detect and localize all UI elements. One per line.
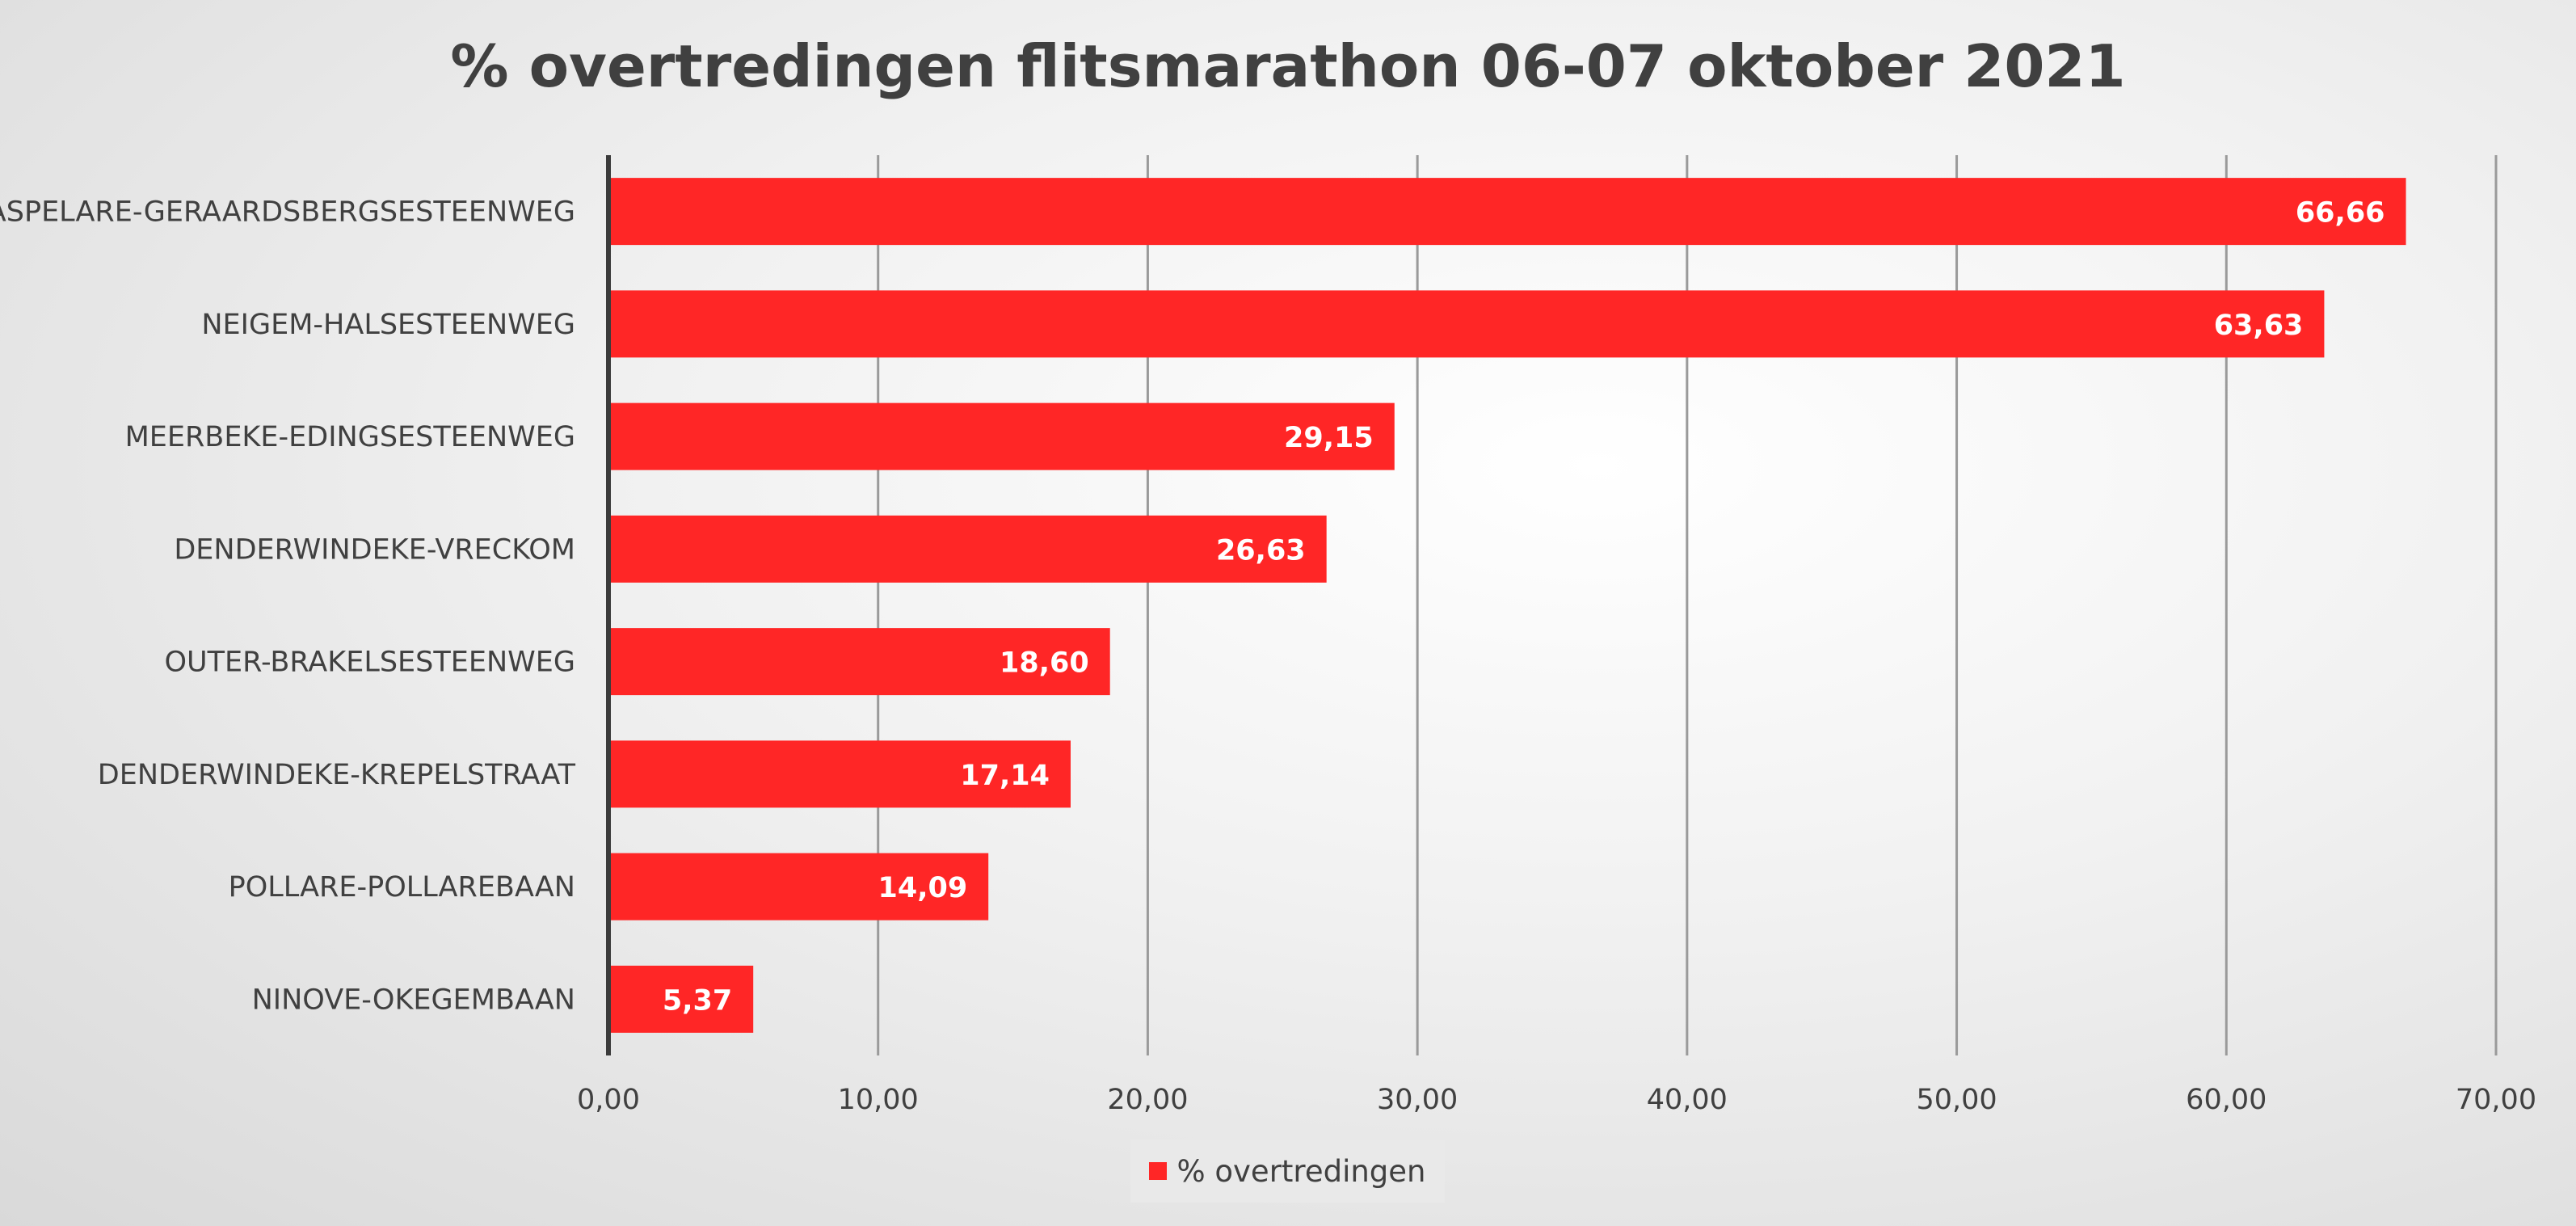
category-label: DENDERWINDEKE-VRECKOM bbox=[174, 533, 575, 566]
x-tick-label: 50,00 bbox=[1916, 1084, 1997, 1116]
bar bbox=[608, 853, 989, 921]
category-label: NEIGEM-HALSESTEENWEG bbox=[201, 309, 575, 341]
bar bbox=[608, 178, 2406, 246]
bar bbox=[608, 628, 1110, 696]
x-tick-label: 40,00 bbox=[1647, 1084, 1728, 1116]
data-label: 26,63 bbox=[1216, 534, 1306, 567]
category-label: OUTER-BRAKELSESTEENWEG bbox=[164, 647, 575, 679]
data-label: 66,66 bbox=[2296, 197, 2385, 230]
x-tick-label: 10,00 bbox=[838, 1084, 919, 1116]
category-label: MEERBEKE-EDINGSESTEENWEG bbox=[125, 421, 575, 453]
bar bbox=[608, 965, 754, 1033]
data-label: 14,09 bbox=[878, 872, 967, 904]
category-label: NINOVE-OKEGEMBAAN bbox=[252, 984, 575, 1016]
x-tick-label: 60,00 bbox=[2186, 1084, 2267, 1116]
category-label: ASPELARE-GERAARDSBERGSESTEENWEG bbox=[0, 196, 575, 229]
x-tick-label: 0,00 bbox=[577, 1084, 640, 1116]
bar bbox=[608, 740, 1071, 808]
legend-label: % overtredingen bbox=[1176, 1153, 1426, 1189]
data-label: 5,37 bbox=[663, 984, 732, 1017]
bar bbox=[608, 402, 1395, 470]
bar bbox=[608, 290, 2325, 358]
legend-swatch bbox=[1149, 1162, 1168, 1180]
chart-title: % overtredingen flitsmarathon 06-07 okto… bbox=[450, 32, 2126, 100]
x-tick-label: 20,00 bbox=[1107, 1084, 1188, 1116]
data-label: 18,60 bbox=[1000, 647, 1089, 680]
category-label: DENDERWINDEKE-KREPELSTRAAT bbox=[98, 759, 576, 791]
category-label: POLLARE-POLLAREBAAN bbox=[229, 871, 575, 904]
x-tick-label: 30,00 bbox=[1377, 1084, 1458, 1116]
bar bbox=[608, 515, 1327, 583]
data-label: 17,14 bbox=[960, 760, 1050, 792]
data-label: 29,15 bbox=[1284, 422, 1374, 454]
data-label: 63,63 bbox=[2214, 310, 2304, 342]
x-tick-label: 70,00 bbox=[2456, 1084, 2536, 1116]
legend: % overtredingen bbox=[1130, 1140, 1445, 1203]
